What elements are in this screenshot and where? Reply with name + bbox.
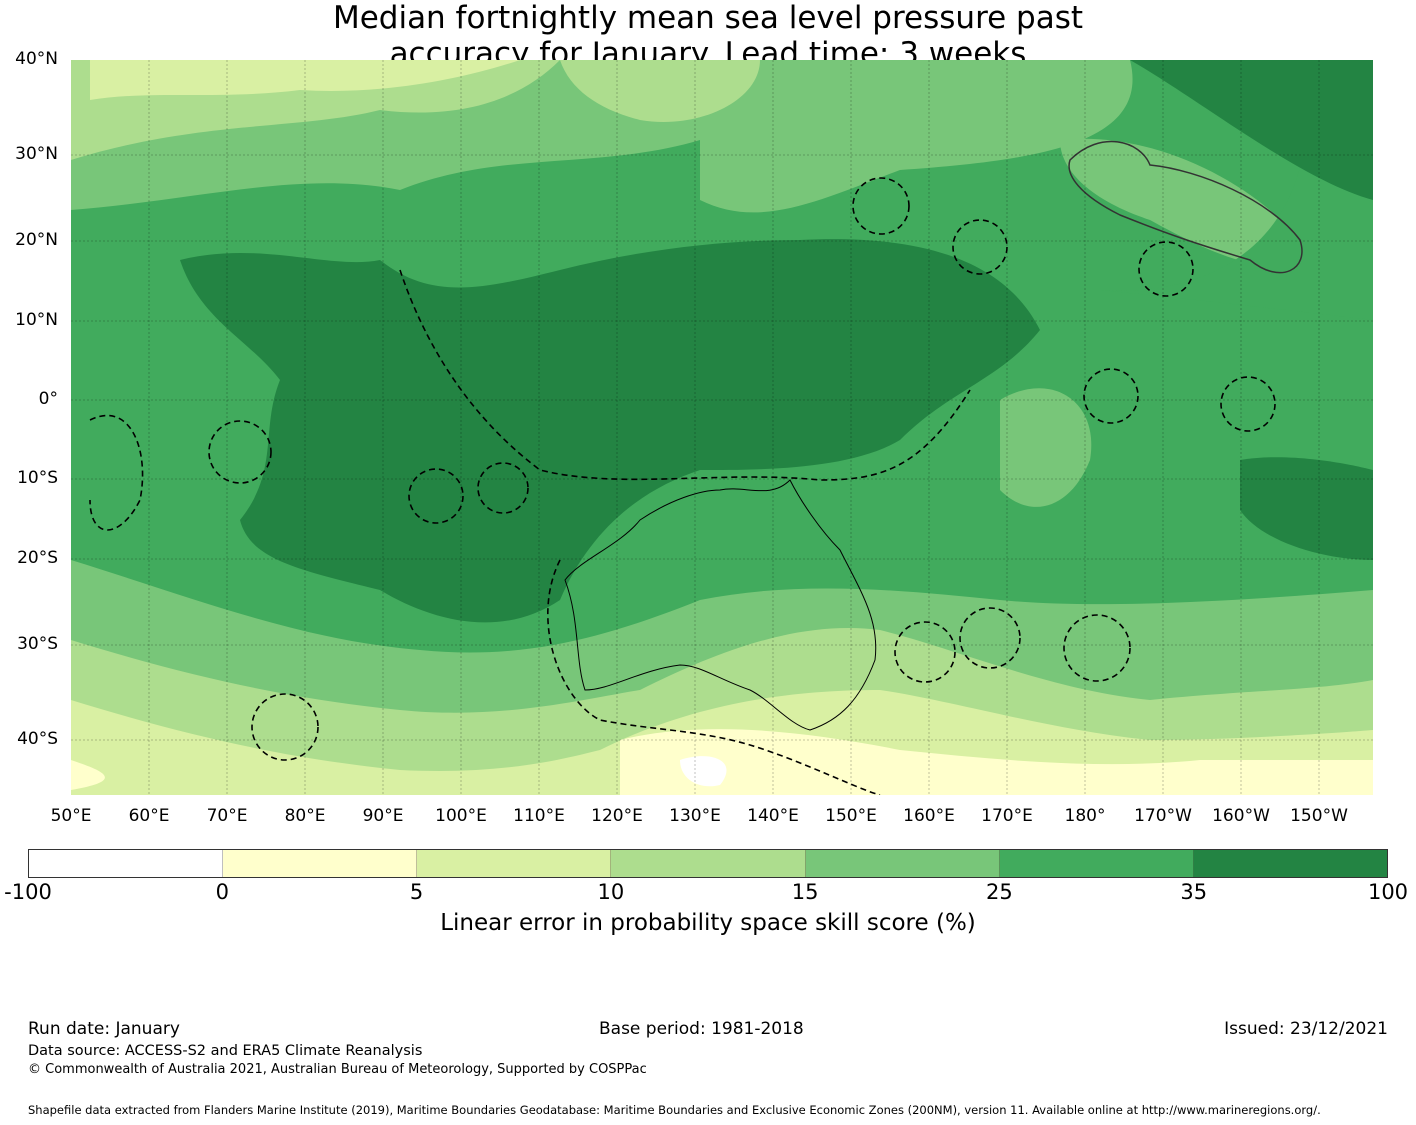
colorbar-tick: 15 — [791, 880, 819, 904]
colorbar-segment — [805, 850, 1000, 877]
colorbar-label: Linear error in probability space skill … — [440, 910, 976, 936]
lon-label: 160°W — [1212, 806, 1270, 826]
colorbar-segment — [1193, 850, 1387, 877]
run-date: Run date: January — [28, 1019, 180, 1039]
lon-label: 140°E — [747, 806, 799, 826]
colorbar-tick: 5 — [409, 880, 424, 904]
copyright: © Commonwealth of Australia 2021, Austra… — [28, 1062, 647, 1077]
data-source: Data source: ACCESS-S2 and ERA5 Climate … — [28, 1043, 423, 1059]
colorbar — [28, 849, 1388, 878]
lon-label: 130°E — [669, 806, 721, 826]
lon-label: 90°E — [362, 806, 404, 826]
colorbar-tick: 100 — [1367, 880, 1409, 904]
lon-label: 60°E — [128, 806, 170, 826]
colorbar-tick: 35 — [1180, 880, 1208, 904]
lat-label: 10°N — [15, 310, 58, 330]
skill-score-map — [71, 60, 1373, 795]
lon-label: 120°E — [591, 806, 643, 826]
lat-label: 40°N — [15, 49, 58, 69]
lon-label: 150°E — [825, 806, 877, 826]
lon-label: 160°E — [903, 806, 955, 826]
lon-label: 110°E — [513, 806, 565, 826]
colorbar-tick: -100 — [4, 880, 52, 904]
shapefile-credit: Shapefile data extracted from Flanders M… — [28, 1103, 1321, 1117]
chart-title: Median fortnightly mean sea level pressu… — [0, 0, 1416, 72]
title-line-1: Median fortnightly mean sea level pressu… — [332, 0, 1084, 36]
colorbar-segment — [611, 850, 806, 877]
lat-label: 40°S — [17, 729, 58, 749]
lat-label: 20°S — [17, 548, 58, 568]
lon-label: 170°E — [981, 806, 1033, 826]
lon-label: 170°W — [1134, 806, 1192, 826]
lat-label: 0° — [38, 389, 58, 409]
lon-label: 150°W — [1290, 806, 1348, 826]
issued-date: Issued: 23/12/2021 — [1224, 1019, 1388, 1039]
colorbar-segment — [417, 850, 612, 877]
colorbar-tick: 25 — [986, 880, 1013, 904]
colorbar-segment — [999, 850, 1194, 877]
lon-label: 180° — [1064, 806, 1106, 826]
lon-label: 70°E — [206, 806, 248, 826]
lat-label: 10°S — [17, 468, 58, 488]
colorbar-tick: 0 — [215, 880, 229, 904]
colorbar-segment — [29, 850, 224, 877]
base-period: Base period: 1981-2018 — [599, 1019, 804, 1039]
lat-label: 30°N — [15, 144, 58, 164]
lon-label: 50°E — [50, 806, 92, 826]
colorbar-segment — [223, 850, 418, 877]
colorbar-tick: 10 — [597, 880, 625, 904]
lat-label: 30°S — [17, 634, 58, 654]
lon-label: 100°E — [435, 806, 487, 826]
graticule — [71, 60, 1373, 795]
map-fill — [71, 60, 1373, 795]
lon-label: 80°E — [284, 806, 326, 826]
lat-label: 20°N — [15, 230, 58, 250]
